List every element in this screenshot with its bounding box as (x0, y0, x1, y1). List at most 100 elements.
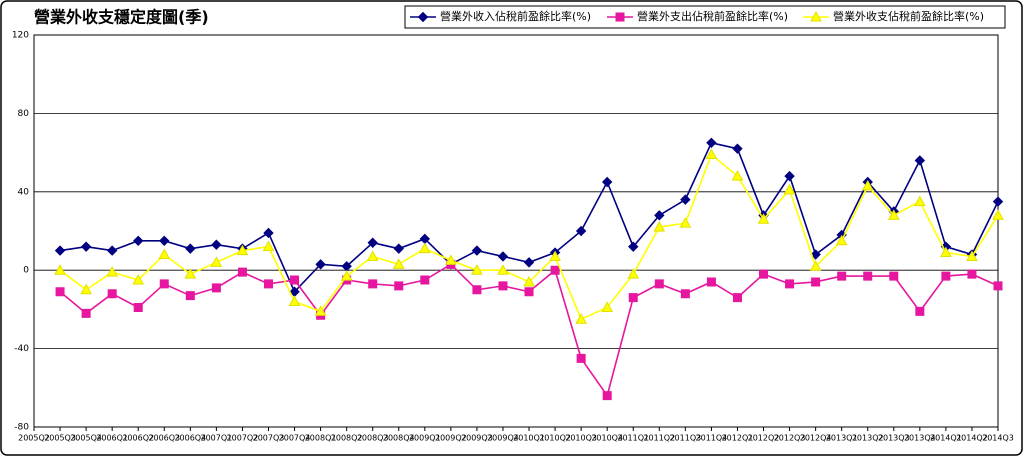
data-point (732, 293, 742, 303)
data-point (106, 266, 119, 277)
legend-box (404, 5, 1006, 29)
x-tick-label: 2006Q3 (148, 434, 180, 443)
x-tick-label: 2008Q3 (357, 434, 389, 443)
x-tick-label: 2005Q4 (70, 434, 102, 443)
y-tick-label: -40 (14, 344, 29, 354)
data-point (288, 295, 301, 307)
data-point (524, 287, 534, 297)
data-point (133, 302, 143, 312)
data-point (185, 243, 196, 254)
data-point (314, 305, 327, 316)
data-point (732, 143, 743, 154)
data-point (445, 254, 457, 265)
data-point (706, 277, 716, 287)
x-tick-label: 2012Q2 (748, 434, 780, 443)
data-point (368, 279, 378, 289)
x-tick-label: 2009Q4 (487, 434, 519, 443)
data-point (366, 250, 379, 261)
data-point (236, 244, 249, 256)
x-tick-label: 2013Q4 (904, 434, 936, 443)
data-point (54, 245, 66, 256)
x-tick-label: 2014Q1 (930, 434, 962, 443)
x-tick-label: 2007Q2 (227, 434, 259, 443)
data-point (576, 353, 586, 363)
data-point (889, 271, 899, 281)
data-point (706, 137, 717, 149)
data-point (654, 279, 664, 289)
legend-marker (810, 10, 822, 22)
data-point (966, 250, 978, 261)
data-point (55, 287, 65, 297)
y-tick-label: -80 (14, 423, 29, 433)
x-tick-label: 2007Q3 (253, 434, 285, 443)
data-point (861, 179, 874, 191)
data-point (523, 257, 535, 268)
data-point (237, 267, 247, 277)
data-point (159, 279, 169, 289)
data-point (602, 391, 612, 401)
x-tick-label: 2005Q3 (44, 434, 76, 443)
legend-label: 營業外收支佔稅前盈餘比率(%) (833, 9, 984, 23)
x-tick-label: 2010Q1 (513, 434, 545, 443)
data-point (263, 227, 274, 239)
data-point (680, 289, 690, 299)
data-point (653, 221, 666, 232)
data-point (394, 281, 404, 291)
data-point (992, 196, 1004, 207)
data-point (210, 256, 223, 267)
data-point (601, 176, 613, 188)
data-point (992, 209, 1004, 220)
x-tick-label: 2008Q2 (331, 434, 363, 443)
data-point (367, 237, 378, 248)
legend-label: 營業外收入佔稅前盈餘比率(%) (440, 9, 591, 23)
data-point (627, 268, 640, 279)
data-point (887, 209, 900, 220)
x-tick-label: 2007Q4 (279, 434, 311, 443)
data-point (418, 242, 431, 254)
data-point (915, 306, 925, 316)
data-point (523, 275, 535, 287)
data-point (993, 281, 1003, 291)
data-point (731, 170, 744, 181)
data-point (575, 313, 587, 324)
data-point (393, 243, 404, 254)
data-point (471, 264, 483, 275)
data-point (472, 285, 482, 295)
y-tick-label: 120 (12, 31, 29, 41)
x-tick-label: 2011Q4 (696, 434, 728, 443)
data-point (784, 170, 795, 182)
data-point (575, 225, 587, 237)
data-point (158, 248, 171, 260)
data-point (913, 195, 926, 207)
x-tick-label: 2013Q2 (852, 434, 884, 443)
data-point (785, 279, 795, 289)
data-point (835, 234, 848, 246)
x-tick-label: 2006Q1 (96, 434, 128, 443)
data-point (967, 269, 977, 279)
x-tick-label: 2009Q2 (435, 434, 467, 443)
data-point (549, 250, 561, 261)
x-tick-label: 2008Q4 (383, 434, 415, 443)
plot-area (33, 34, 999, 428)
x-tick-label: 2014Q3 (982, 434, 1014, 443)
data-point (54, 264, 66, 275)
data-point (679, 217, 692, 228)
data-point (811, 277, 821, 287)
data-point (914, 155, 926, 166)
data-point (628, 241, 639, 252)
y-tick-label: 0 (23, 266, 29, 276)
data-point (783, 183, 796, 195)
legend-marker (615, 12, 625, 22)
data-point (705, 148, 718, 160)
data-point (290, 275, 300, 285)
data-point (809, 260, 822, 271)
y-tick-label: 40 (18, 187, 30, 197)
x-tick-label: 2007Q1 (201, 434, 233, 443)
data-point (940, 246, 952, 258)
data-point (863, 271, 873, 281)
data-point (392, 258, 405, 269)
x-tick-label: 2011Q3 (669, 434, 701, 443)
data-point (497, 264, 509, 275)
data-point (471, 245, 483, 256)
